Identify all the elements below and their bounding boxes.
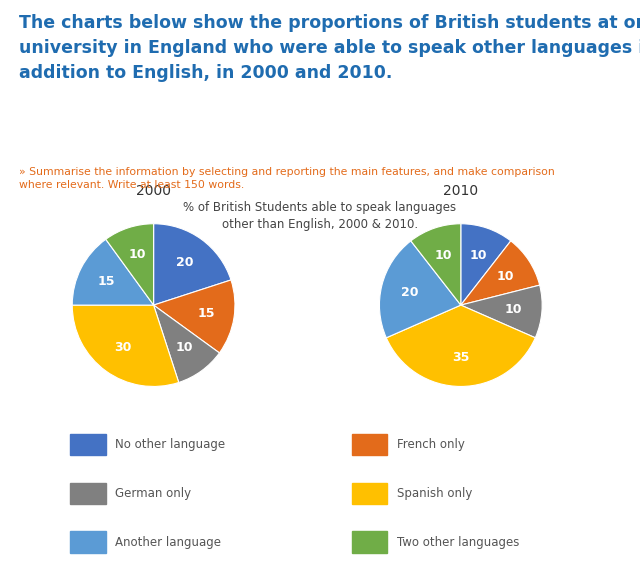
Wedge shape xyxy=(72,305,179,386)
Bar xyxy=(352,532,387,553)
Text: 10: 10 xyxy=(176,341,193,354)
Text: 20: 20 xyxy=(401,286,419,299)
Title: 2000: 2000 xyxy=(136,184,171,198)
Bar xyxy=(70,434,106,455)
Wedge shape xyxy=(380,241,461,338)
Text: 10: 10 xyxy=(505,303,522,316)
Title: 2010: 2010 xyxy=(444,184,478,198)
Text: French only: French only xyxy=(397,438,465,451)
Text: The charts below show the proportions of British students at one
university in E: The charts below show the proportions of… xyxy=(19,14,640,82)
Text: 20: 20 xyxy=(176,256,193,269)
Wedge shape xyxy=(461,285,542,338)
Text: 10: 10 xyxy=(129,248,146,261)
Text: Spanish only: Spanish only xyxy=(397,487,472,500)
Text: 10: 10 xyxy=(469,249,487,262)
Wedge shape xyxy=(154,280,235,353)
Text: 10: 10 xyxy=(497,270,514,282)
Bar xyxy=(70,483,106,504)
Text: » Summarise the information by selecting and reporting the main features, and ma: » Summarise the information by selecting… xyxy=(19,167,555,190)
Wedge shape xyxy=(461,224,511,305)
Text: % of British Students able to speak languages
other than English, 2000 & 2010.: % of British Students able to speak lang… xyxy=(184,201,456,231)
Wedge shape xyxy=(106,224,154,305)
Text: German only: German only xyxy=(115,487,191,500)
Bar xyxy=(70,532,106,553)
Text: 15: 15 xyxy=(98,275,115,288)
Text: 10: 10 xyxy=(435,249,452,262)
Wedge shape xyxy=(411,224,461,305)
Wedge shape xyxy=(154,224,231,305)
Bar xyxy=(352,434,387,455)
Text: 15: 15 xyxy=(197,307,214,320)
Text: No other language: No other language xyxy=(115,438,225,451)
Wedge shape xyxy=(154,305,220,383)
Wedge shape xyxy=(387,305,535,386)
Bar xyxy=(352,483,387,504)
Wedge shape xyxy=(461,241,540,305)
Text: 30: 30 xyxy=(114,341,131,354)
Text: Two other languages: Two other languages xyxy=(397,536,519,549)
Text: Another language: Another language xyxy=(115,536,221,549)
Wedge shape xyxy=(72,240,154,305)
Text: 35: 35 xyxy=(452,351,470,364)
